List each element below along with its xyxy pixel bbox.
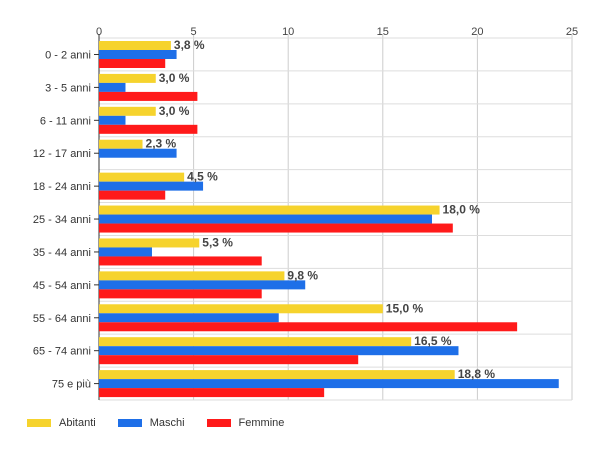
bar-maschi: [99, 247, 152, 257]
bar-femmine: [99, 223, 453, 233]
x-tick-label: 15: [377, 26, 389, 38]
data-label: 2,3 %: [146, 137, 177, 151]
legend-swatch-abitanti: [27, 419, 51, 427]
bar-abitanti: [99, 41, 171, 50]
category-label: 18 - 24 anni: [33, 181, 91, 193]
category-label: 55 - 64 anni: [33, 313, 91, 325]
bar-abitanti: [99, 106, 156, 116]
category-label: 65 - 74 anni: [33, 346, 91, 358]
data-label: 4,5 %: [187, 170, 218, 184]
bar-abitanti: [99, 370, 455, 380]
x-tick-label: 0: [96, 26, 102, 38]
legend: Abitanti Maschi Femmine: [27, 417, 306, 429]
bar-femmine: [99, 289, 262, 299]
legend-item-abitanti: Abitanti: [27, 417, 96, 429]
category-label: 35 - 44 anni: [33, 247, 91, 259]
x-tick-label: 25: [566, 26, 578, 38]
legend-label-femmine: Femmine: [238, 417, 285, 429]
legend-swatch-maschi: [117, 419, 142, 427]
bar-maschi: [99, 214, 432, 224]
data-label: 3,0 %: [159, 104, 190, 118]
bar-abitanti: [99, 238, 200, 248]
data-label: 3,0 %: [159, 71, 190, 85]
bar-abitanti: [99, 337, 412, 347]
category-label: 75 e più: [52, 379, 91, 391]
data-label: 18,0 %: [443, 203, 481, 217]
data-label: 3,8 %: [174, 38, 205, 52]
bar-femmine: [99, 355, 359, 365]
bar-maschi: [99, 313, 279, 323]
x-tick-label: 5: [191, 26, 197, 38]
bar-femmine: [99, 124, 198, 134]
bar-maschi: [99, 115, 126, 125]
bars: [99, 41, 559, 398]
x-tick-label: 20: [471, 26, 483, 38]
bar-femmine: [99, 190, 166, 200]
legend-swatch-femmine: [206, 419, 231, 427]
legend-label-maschi: Maschi: [149, 417, 185, 429]
x-tick-label: 10: [282, 26, 294, 38]
category-label: 45 - 54 anni: [33, 280, 91, 292]
bar-maschi: [99, 346, 459, 356]
bar-femmine: [99, 59, 166, 68]
data-label: 5,3 %: [202, 235, 233, 249]
bar-maschi: [99, 181, 204, 191]
category-label: 6 - 11 anni: [40, 115, 91, 127]
bar-abitanti: [99, 304, 383, 314]
bar-femmine: [99, 256, 262, 266]
data-label: 15,0 %: [386, 301, 424, 315]
bar-maschi: [99, 82, 126, 92]
category-axis: 0 - 2 anni 3 - 5 anni 6 - 11 anni 12 - 17 a…: [33, 50, 99, 391]
bar-maschi: [99, 50, 177, 59]
bar-maschi: [99, 280, 306, 290]
bar-abitanti: [99, 139, 143, 149]
category-label: 25 - 34 anni: [33, 214, 91, 226]
bar-abitanti: [99, 73, 156, 83]
bar-maschi: [99, 379, 559, 389]
bar-maschi: [99, 148, 177, 158]
data-label: 16,5 %: [414, 334, 452, 348]
x-axis-ticks: 0 5 10 15 20 25: [96, 26, 578, 38]
data-labels: 3,8 % 3,0 % 3,0 % 2,3 % 4,5 % 18,0 % 5,3 % 9,8 …: [146, 38, 496, 381]
bar-abitanti: [99, 205, 440, 215]
legend-label-abitanti: Abitanti: [59, 417, 96, 429]
bar-femmine: [99, 388, 325, 398]
bar-femmine: [99, 91, 198, 101]
category-label: 0 - 2 anni: [45, 50, 91, 62]
grid-lines: [98, 34, 573, 401]
legend-item-femmine: Femmine: [206, 417, 285, 429]
bar-femmine: [99, 322, 518, 332]
data-label: 9,8 %: [287, 268, 318, 282]
category-label: 12 - 17 anni: [33, 148, 91, 160]
legend-item-maschi: Maschi: [117, 417, 185, 429]
bar-abitanti: [99, 172, 185, 182]
data-label: 18,8 %: [458, 367, 496, 381]
bar-abitanti: [99, 271, 285, 281]
category-label: 3 - 5 anni: [45, 82, 91, 94]
